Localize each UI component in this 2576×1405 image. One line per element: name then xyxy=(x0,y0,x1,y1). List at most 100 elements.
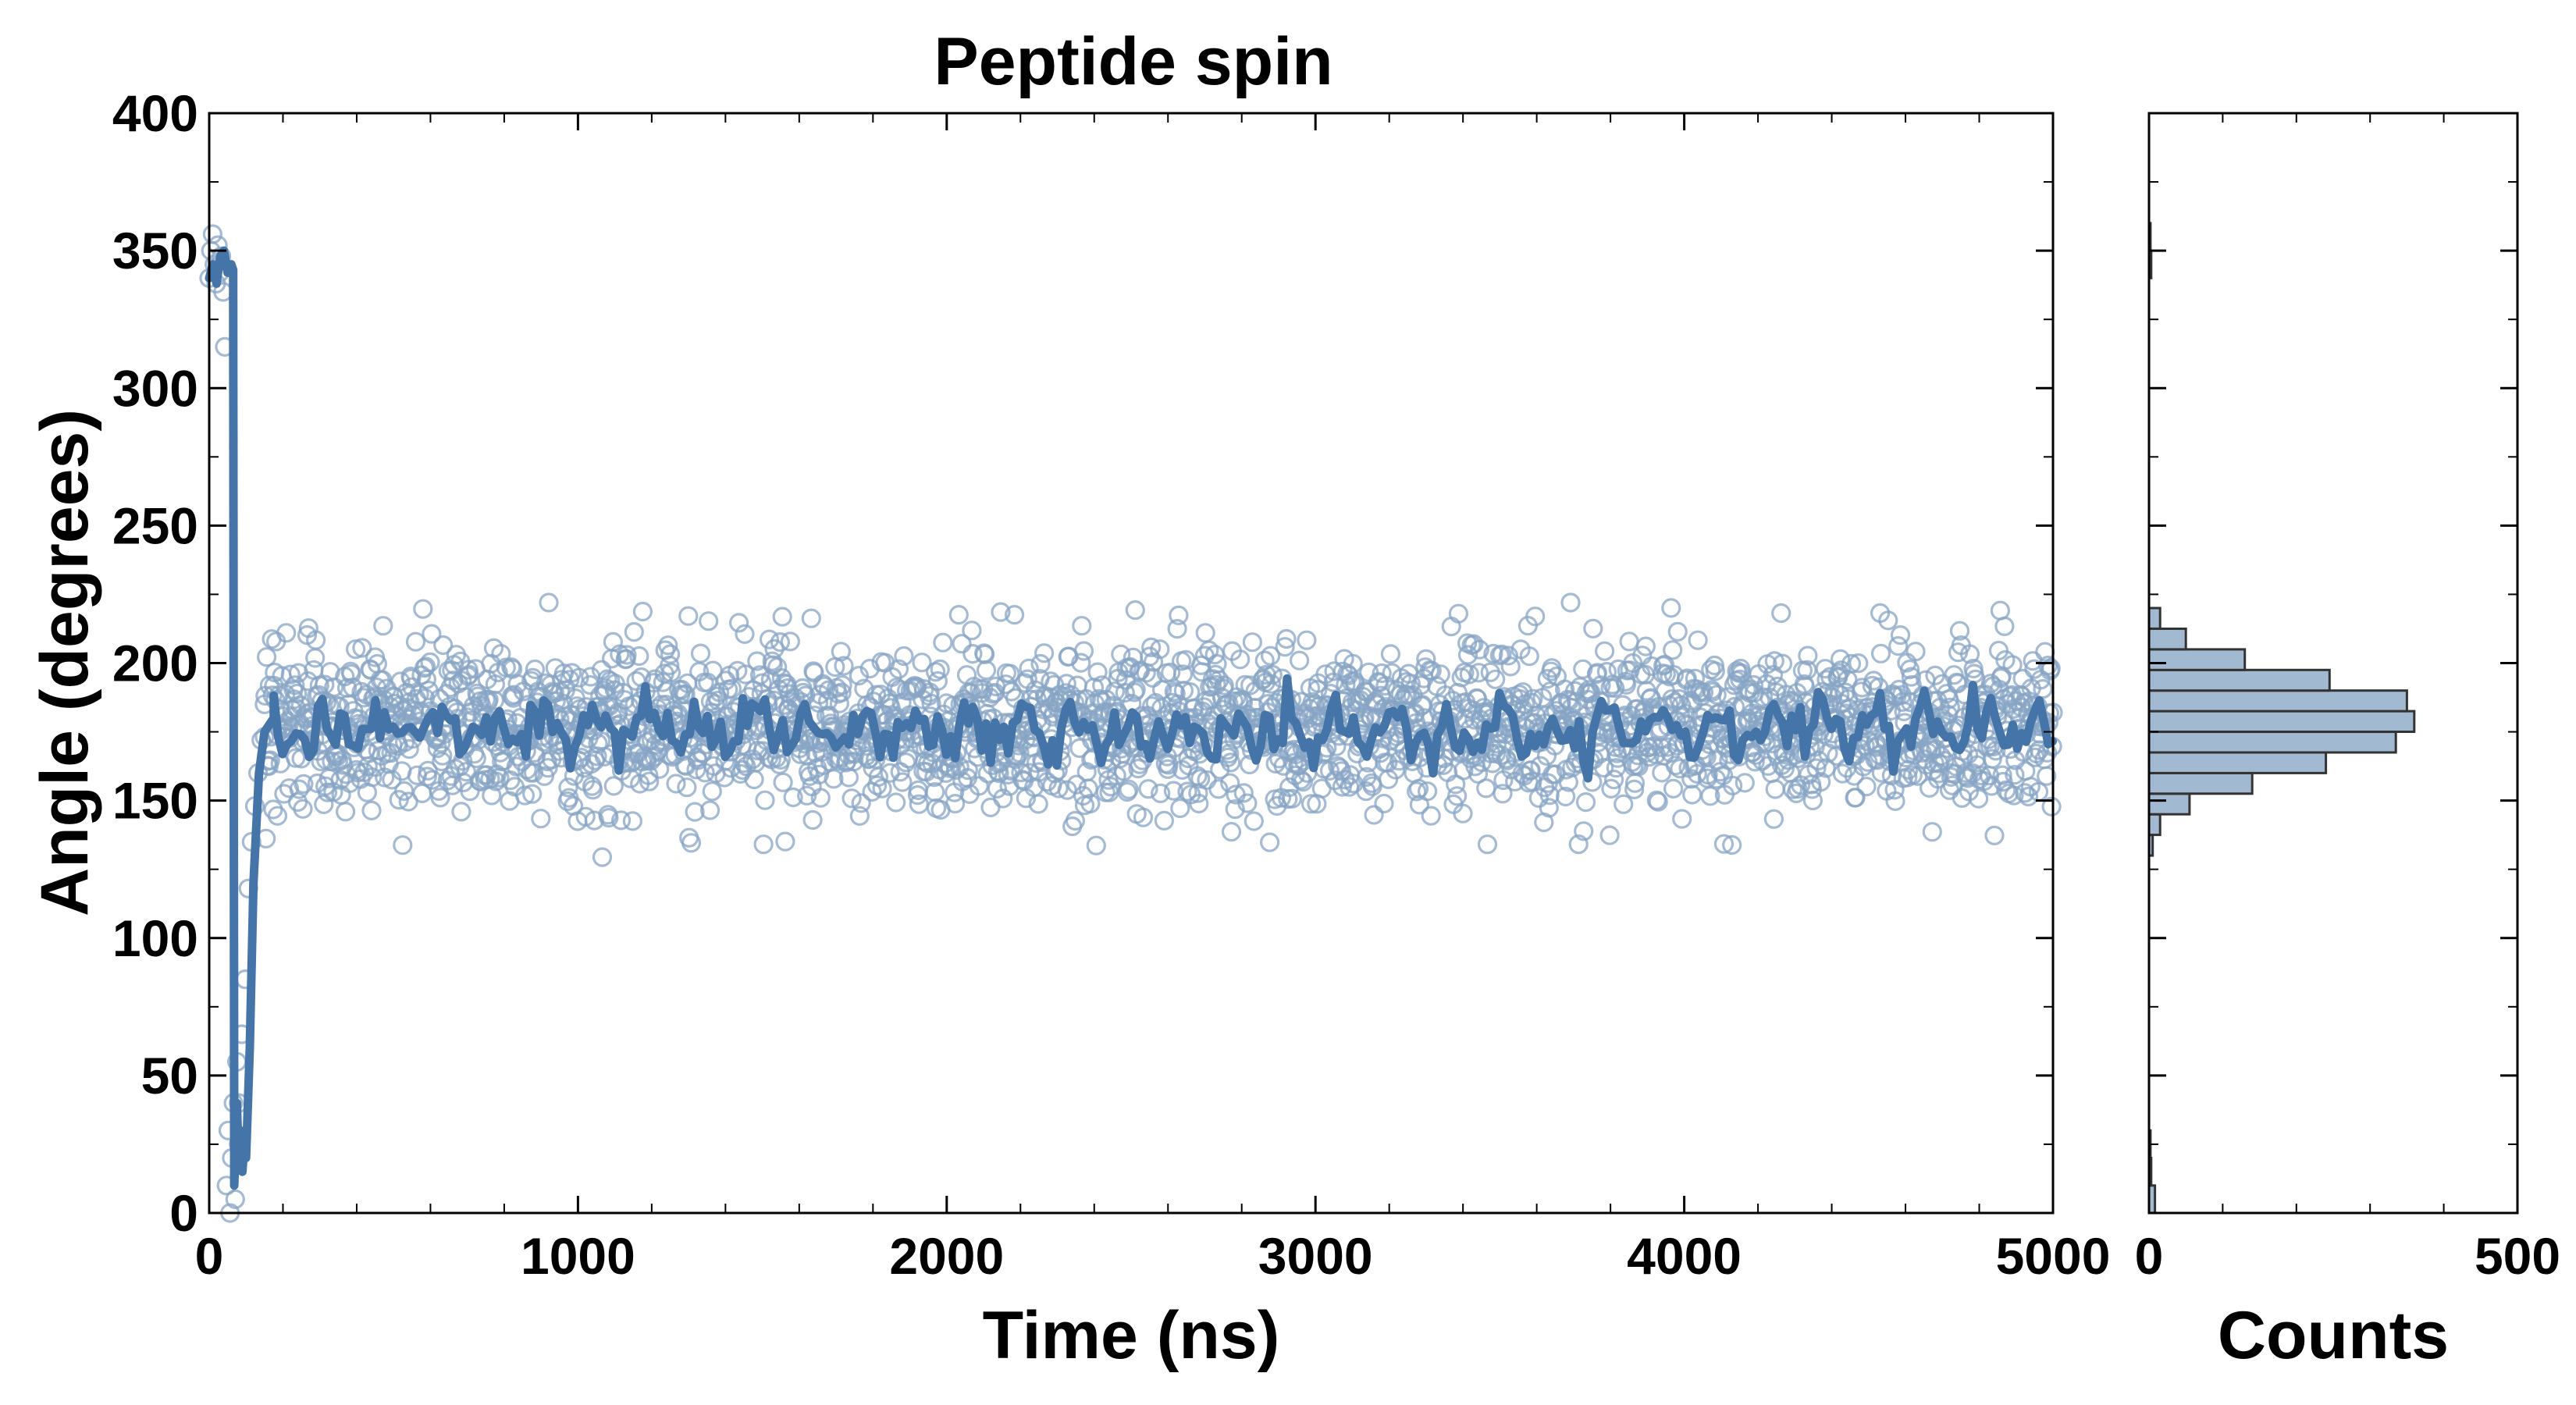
scatter-point xyxy=(293,799,313,819)
scatter-point xyxy=(1663,778,1684,799)
scatter-point xyxy=(1233,783,1254,803)
scatter-point xyxy=(1888,635,1909,656)
scatter-point xyxy=(482,785,502,806)
scatter-point xyxy=(1693,682,1714,702)
scatter-point xyxy=(1949,621,1970,641)
scatter-point xyxy=(1126,679,1146,700)
hist-x-tick-label: 500 xyxy=(2475,1227,2560,1285)
scatter-point xyxy=(420,652,440,673)
scatter-point xyxy=(1275,637,1295,657)
scatter-point xyxy=(888,659,909,679)
scatter-point xyxy=(1421,806,1441,826)
scatter-point xyxy=(622,811,643,831)
scatter-point xyxy=(1300,794,1322,814)
scatter-point xyxy=(1885,791,1905,812)
scatter-point xyxy=(1635,636,1656,656)
scatter-point xyxy=(361,800,382,821)
scatter-point xyxy=(1189,793,1209,814)
scatter-point xyxy=(1220,773,1240,793)
scatter-point xyxy=(685,802,705,822)
main-axis-ticks xyxy=(208,112,2055,1215)
scatter-point xyxy=(728,613,749,633)
scatter-point xyxy=(1745,745,1766,765)
scatter-point xyxy=(773,772,793,792)
scatter-point xyxy=(991,602,1011,622)
scatter-point xyxy=(624,621,644,642)
scatter-point xyxy=(1034,643,1055,663)
scatter-point xyxy=(514,785,535,806)
scatter-point xyxy=(1282,788,1303,809)
scatter-point xyxy=(352,638,372,658)
scatter-point xyxy=(1400,674,1421,694)
y-tick-label: 150 xyxy=(112,772,198,830)
scatter-point xyxy=(1133,807,1154,827)
scatter-point xyxy=(829,693,850,713)
scatter-point xyxy=(1244,811,1264,831)
x-tick-label: 0 xyxy=(195,1227,224,1285)
scatter-point xyxy=(735,624,755,645)
scatter-point xyxy=(801,608,821,628)
scatter-point xyxy=(1521,760,1541,781)
scatter-point xyxy=(1554,679,1575,699)
scatter-point xyxy=(432,745,453,766)
scatter-point xyxy=(989,763,1009,784)
histogram-plot: 0 500 Counts xyxy=(2135,112,2560,1373)
scatter-point xyxy=(1158,755,1179,775)
scatter-point xyxy=(1214,675,1234,695)
scatter-point xyxy=(809,764,830,784)
scatter-point xyxy=(1959,644,1980,664)
scatter-point xyxy=(1687,763,1707,784)
scatter-point xyxy=(735,664,756,685)
scatter-point xyxy=(491,644,511,664)
scatter-point xyxy=(558,777,578,798)
scatter-point xyxy=(1125,599,1145,621)
scatter-point xyxy=(1161,662,1181,683)
scatter-point xyxy=(1688,630,1708,650)
scatter-point xyxy=(2033,678,2053,699)
scatter-point xyxy=(1616,674,1636,695)
y-tick-label: 0 xyxy=(169,1184,198,1242)
scatter-point xyxy=(1500,656,1521,677)
scatter-point xyxy=(783,787,803,808)
scatter-point xyxy=(1221,821,1242,842)
scatter-point xyxy=(341,663,361,685)
scatter-point xyxy=(373,616,393,636)
scatter-point xyxy=(660,662,681,683)
scatter-point xyxy=(1030,653,1051,674)
scatter-point xyxy=(708,690,728,711)
scatter-point xyxy=(1230,649,1251,670)
scatter-point xyxy=(1575,791,1596,813)
scatter-point xyxy=(921,693,941,714)
scatter-point xyxy=(868,767,889,787)
scatter-point xyxy=(1604,769,1624,790)
scatter-point xyxy=(1922,822,1942,842)
scatter-point xyxy=(1242,632,1263,653)
scatter-point xyxy=(1141,637,1162,658)
histogram-bar xyxy=(2147,689,2408,713)
scatter-point xyxy=(1942,775,1962,795)
scatter-point xyxy=(418,760,438,781)
scatter-point xyxy=(649,759,670,779)
scatter-point xyxy=(599,807,619,828)
y-tick-label: 300 xyxy=(112,359,198,417)
scatter-point xyxy=(336,802,356,822)
scatter-point xyxy=(267,806,288,826)
scatter-point xyxy=(1573,659,1593,679)
scatter-point xyxy=(1665,756,1685,776)
scatter-point xyxy=(851,793,871,813)
scatter-point xyxy=(1558,772,1578,792)
x-tick-label: 4000 xyxy=(1627,1227,1742,1285)
scatter-point xyxy=(257,647,277,667)
scatter-point xyxy=(1374,793,1394,814)
scatter-point xyxy=(294,774,314,795)
scatter-point xyxy=(886,792,906,813)
scatter-point xyxy=(1870,643,1891,663)
scatter-point xyxy=(639,765,659,785)
scatter-point xyxy=(1685,668,1705,688)
scatter-point xyxy=(818,680,839,700)
scatter-point xyxy=(1595,641,1615,661)
scatter-point xyxy=(1984,825,2005,846)
scatter-point xyxy=(699,611,719,631)
scatter-point xyxy=(1528,788,1549,808)
scatter-point xyxy=(1648,791,1668,812)
